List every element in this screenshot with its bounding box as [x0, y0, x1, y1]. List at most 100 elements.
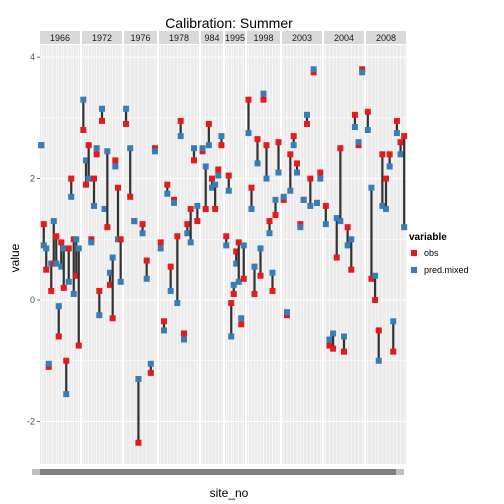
obs-point	[40, 221, 47, 228]
legend: variable obs pred.mixed	[409, 232, 469, 275]
facet-strip-label: 2003	[292, 33, 312, 43]
obs-point	[45, 363, 52, 370]
obs-point	[80, 127, 87, 134]
pred-mixed-point	[96, 312, 103, 319]
y-tick-label: 2	[30, 174, 35, 184]
obs-point	[351, 111, 358, 118]
pred-mixed-point	[191, 145, 197, 152]
pred-mixed-point	[104, 148, 111, 155]
facet-strip	[366, 31, 406, 44]
facet-strip	[201, 31, 223, 44]
obs-point	[330, 345, 337, 352]
obs-point	[230, 290, 237, 297]
obs-point	[260, 96, 267, 103]
pred-mixed-point	[161, 327, 167, 334]
obs-point	[55, 333, 62, 340]
pred-mixed-point	[393, 130, 400, 137]
obs-point	[269, 287, 276, 294]
pred-mixed-point	[330, 330, 337, 337]
obs-point	[212, 205, 219, 212]
pred-mixed-point	[187, 239, 194, 246]
legend-swatch	[411, 267, 417, 273]
obs-point	[337, 145, 344, 152]
obs-point	[375, 327, 382, 334]
facet-strip	[159, 31, 199, 44]
panel-background	[225, 45, 245, 464]
pred-mixed-point	[257, 245, 264, 252]
obs-point	[43, 266, 50, 273]
obs-point	[275, 139, 282, 146]
obs-point	[127, 193, 134, 200]
pred-mixed-point	[272, 196, 279, 203]
obs-point	[96, 287, 103, 294]
pred-mixed-point	[284, 309, 290, 316]
pred-mixed-point	[40, 242, 47, 249]
obs-point	[248, 184, 255, 191]
facet-strip-label: 2008	[376, 33, 396, 43]
obs-point	[272, 212, 279, 219]
facet-strip	[247, 31, 280, 44]
obs-point	[333, 254, 340, 261]
obs-point	[58, 239, 65, 246]
y-axis-title: value	[8, 243, 22, 272]
obs-point	[372, 297, 379, 304]
pred-mixed-point	[151, 148, 158, 155]
obs-point	[107, 281, 113, 288]
x-tick-band-end	[396, 469, 404, 475]
facet-strip-label: 1998	[253, 33, 273, 43]
pred-mixed-point	[91, 202, 97, 209]
pred-mixed-point	[88, 239, 95, 246]
pred-mixed-point	[251, 263, 258, 270]
facet-strip	[324, 31, 364, 44]
obs-point	[287, 151, 294, 158]
facet-strip-label: 1972	[92, 33, 112, 43]
obs-point	[75, 342, 82, 349]
pred-mixed-point	[225, 187, 232, 194]
facet-strip	[82, 31, 122, 44]
pred-mixed-point	[300, 196, 307, 203]
pred-mixed-point	[266, 230, 273, 237]
pred-mixed-point	[314, 199, 320, 206]
facet-strip-label: 1976	[130, 33, 150, 43]
pred-mixed-point	[304, 111, 310, 118]
facet-strip	[40, 31, 80, 44]
pred-mixed-point	[364, 127, 371, 134]
facet-strip	[124, 31, 157, 44]
pred-mixed-point	[70, 290, 77, 297]
pred-mixed-point	[379, 202, 386, 209]
obs-point	[109, 315, 116, 322]
pred-mixed-point	[194, 202, 201, 209]
pred-mixed-point	[238, 315, 245, 322]
pred-mixed-point	[99, 105, 105, 112]
pred-mixed-point	[359, 69, 366, 76]
obs-point	[174, 233, 181, 240]
pred-mixed-point	[209, 184, 215, 191]
obs-point	[171, 196, 177, 203]
pred-mixed-point	[80, 96, 87, 103]
pred-mixed-point	[68, 193, 75, 200]
pred-mixed-point	[215, 172, 222, 179]
pred-mixed-point	[181, 336, 187, 343]
obs-point	[386, 151, 393, 158]
panel-background	[124, 45, 157, 464]
obs-point	[228, 300, 235, 307]
pred-mixed-point	[401, 224, 408, 231]
pred-mixed-point	[245, 130, 252, 137]
pred-mixed-point	[344, 242, 351, 249]
obs-point	[266, 218, 273, 225]
plot-area	[38, 45, 408, 464]
obs-point	[364, 108, 371, 115]
pred-mixed-point	[167, 287, 174, 294]
obs-point	[65, 245, 72, 252]
pred-mixed-point	[223, 242, 230, 249]
obs-point	[218, 142, 225, 149]
obs-point	[205, 120, 212, 127]
pred-mixed-point	[60, 245, 67, 252]
pred-mixed-point	[58, 263, 65, 270]
pred-mixed-point	[174, 300, 181, 307]
facet-strip-label: 1966	[50, 33, 70, 43]
pred-mixed-point	[164, 190, 171, 197]
obs-point	[184, 221, 191, 228]
pred-mixed-point	[341, 333, 347, 340]
obs-point	[263, 142, 270, 149]
